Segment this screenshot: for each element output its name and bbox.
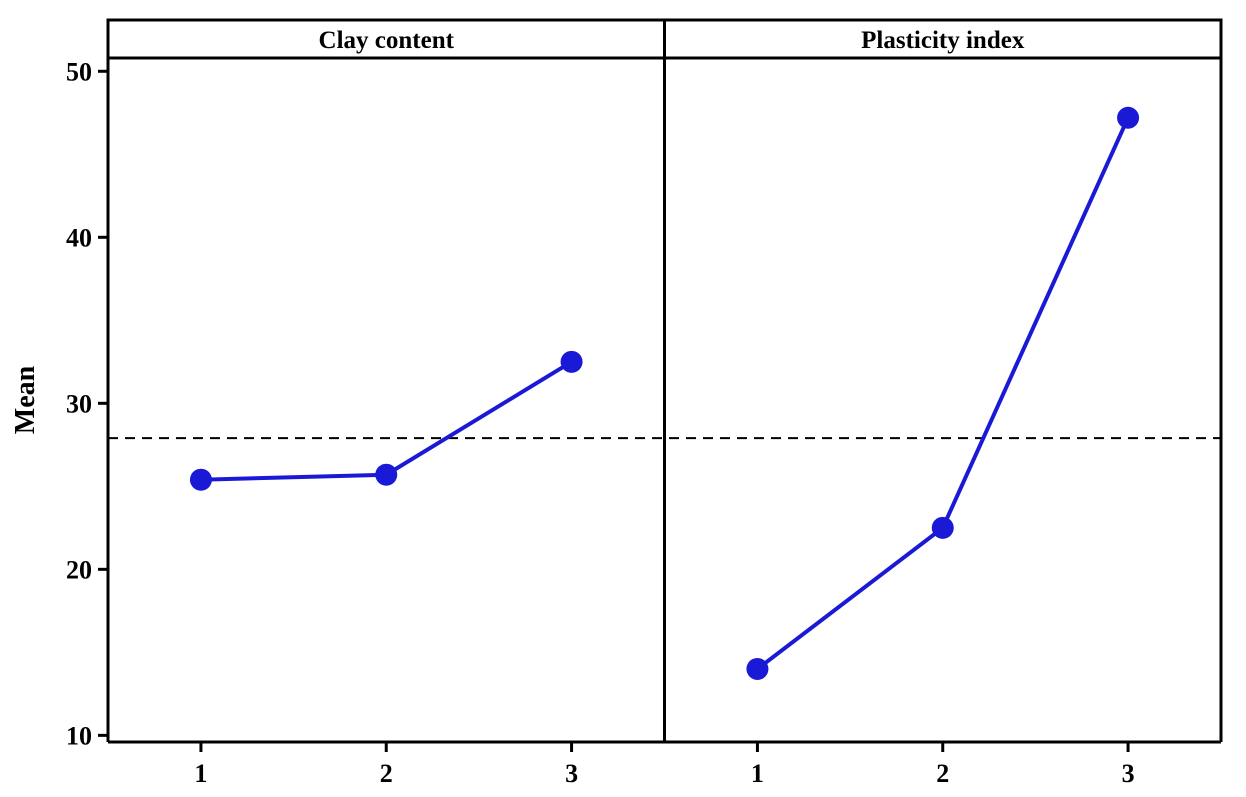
y-tick-label: 20 (66, 555, 92, 584)
y-tick-label: 30 (66, 389, 92, 418)
data-point (189, 468, 212, 491)
x-tick-label: 2 (380, 759, 393, 788)
panel-title: Clay content (319, 27, 455, 54)
y-tick-label: 10 (66, 721, 92, 750)
x-tick-label: 3 (1122, 759, 1135, 788)
x-tick-label: 2 (936, 759, 949, 788)
data-point (560, 350, 583, 373)
data-point (375, 463, 398, 486)
x-tick-label: 1 (751, 759, 764, 788)
data-point (931, 516, 954, 539)
x-tick-label: 3 (565, 759, 578, 788)
data-point (1117, 106, 1140, 129)
data-point (746, 657, 769, 680)
panel-strip (106, 18, 666, 60)
series-line (200, 360, 573, 482)
y-tick-label: 50 (66, 57, 92, 86)
panel-title: Plasticity index (861, 27, 1025, 54)
y-axis-title: Mean (10, 365, 41, 434)
y-tick-label: 40 (66, 223, 92, 252)
series-line (756, 116, 1130, 671)
x-tick-label: 1 (194, 759, 207, 788)
